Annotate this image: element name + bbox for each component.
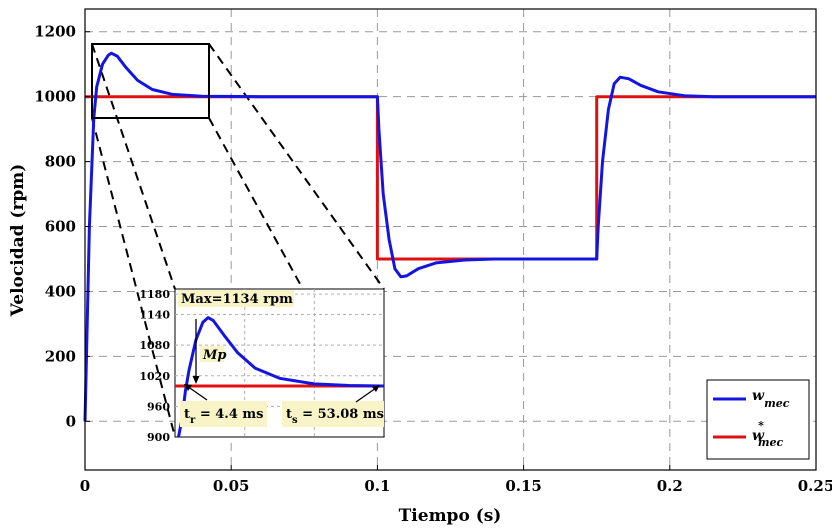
tr-value: = 4.4 ms (195, 407, 263, 422)
tr-main: t (184, 407, 190, 422)
legend-label-wmec: wmec (752, 388, 790, 410)
mp-arrow-head (192, 376, 200, 384)
main-series (83, 51, 816, 422)
x-tick-label: 0.25 (798, 477, 832, 495)
x-tick-label: 0.2 (657, 477, 683, 495)
ts-arrow-head (372, 385, 380, 392)
inset-y-tick-label: 1020 (139, 370, 170, 383)
x-axis-label: Tiempo (s) (399, 506, 502, 526)
series-line-wmec (83, 51, 816, 422)
inset-line-wmec (177, 316, 385, 438)
zoom-connector-line (208, 43, 385, 290)
y-tick-label: 0 (66, 412, 76, 430)
legend-label-wref: w* mec (752, 419, 783, 449)
x-tick-label: 0.05 (213, 477, 250, 495)
mp-label-box (200, 346, 224, 362)
ts-label: ts = 53.08 ms (286, 407, 384, 426)
inset-series (175, 316, 385, 438)
mp-label: Mp (202, 348, 226, 363)
inset-zoom-plot: 900 960 1020 1080 1140 1180 Max=1134 rpm Mp t… (139, 288, 385, 444)
tr-label: tr = 4.4 ms (184, 407, 263, 426)
y-tick-label: 600 (45, 218, 76, 236)
y-axis-label: Velocidad (rpm) (8, 164, 28, 318)
inset-y-tick-label: 1140 (139, 309, 170, 322)
inset-ticks: 900 960 1020 1080 1140 1180 (139, 288, 170, 444)
inset-y-tick-label: 960 (147, 400, 170, 413)
tr-arrow-head (184, 384, 192, 391)
ts-main: t (286, 407, 292, 422)
max-label-box (178, 290, 294, 307)
y-tick-label: 200 (45, 347, 76, 365)
tr-arrow (186, 385, 208, 401)
inset-grid (175, 289, 384, 437)
ts-sub: s (292, 415, 298, 426)
x-tick-label: 0 (80, 477, 90, 495)
y-tick-label: 400 (45, 282, 76, 300)
y-tick-label: 1000 (34, 88, 76, 106)
legend: wmec w* mec (706, 379, 810, 460)
inset-y-tick-label: 900 (147, 431, 170, 444)
x-tick-label: 0.15 (505, 477, 542, 495)
max-label: Max=1134 rpm (181, 292, 293, 307)
y-tick-label: 1200 (34, 23, 76, 41)
tr-sub: r (190, 415, 196, 426)
ts-arrow (355, 387, 377, 403)
inset-y-tick-label: 1080 (139, 339, 170, 352)
zoom-box (91, 43, 210, 119)
tr-label-box (180, 401, 267, 427)
inset-y-tick-label: 1180 (139, 288, 170, 301)
ts-value: = 53.08 ms (298, 407, 384, 422)
plot-frame (84, 8, 817, 471)
zoom-connector-line (91, 117, 176, 438)
zoom-connector-line (91, 43, 176, 290)
ts-label-box (282, 401, 384, 427)
y-tick-label: 800 (45, 153, 76, 171)
x-tick-label: 0.1 (364, 477, 390, 495)
axis-ticks: 0 0.05 0.1 0.15 0.2 0.25 0 200 400 600 800 1000 1200 (34, 23, 832, 495)
legend-box (706, 379, 810, 460)
